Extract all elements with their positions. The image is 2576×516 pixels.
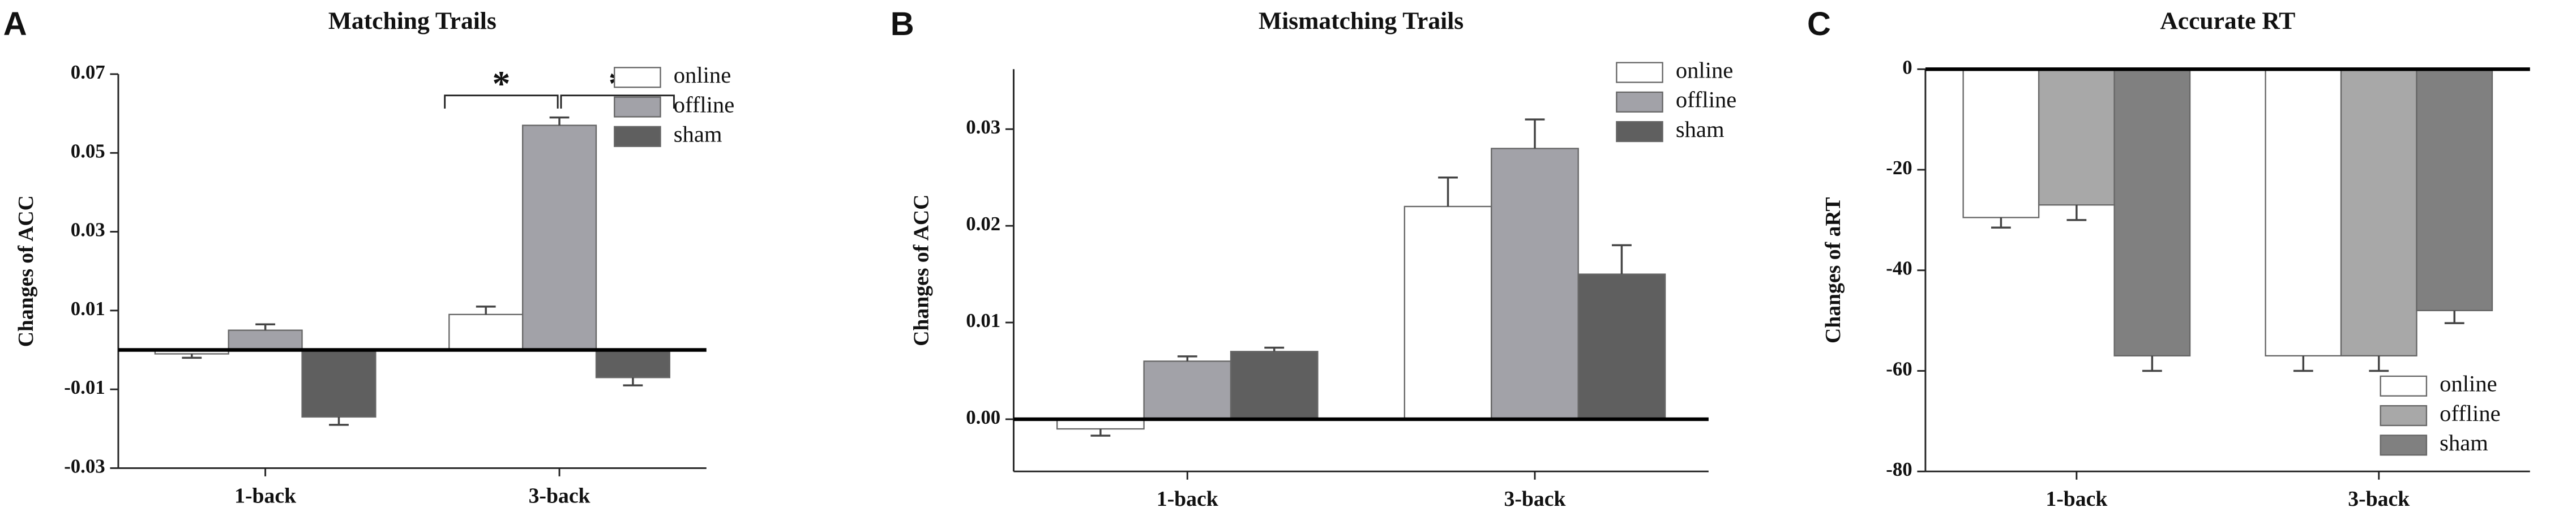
legend-label: online xyxy=(2440,371,2497,397)
bar xyxy=(301,349,376,418)
legend-swatch xyxy=(1616,91,1663,113)
panel-label: B xyxy=(891,6,914,42)
bar xyxy=(521,124,597,351)
bar xyxy=(1230,351,1319,420)
bar xyxy=(595,349,671,379)
legend-swatch xyxy=(2380,405,2428,427)
x-tick-label: 3-back xyxy=(1504,487,1566,511)
x-tick-label: 1-back xyxy=(2046,487,2107,511)
legend-swatch xyxy=(614,126,661,147)
y-tick-label: -20 xyxy=(1886,157,1912,179)
significance-bracket xyxy=(444,94,559,109)
bar xyxy=(228,329,303,351)
y-tick-label: 0.01 xyxy=(966,309,1000,332)
legend-label: online xyxy=(674,62,731,88)
legend-label: sham xyxy=(2440,430,2488,455)
y-tick-label: 0.03 xyxy=(966,116,1000,138)
legend-label: offline xyxy=(1676,87,1737,113)
legend-swatch xyxy=(1616,62,1663,83)
y-tick-label: -40 xyxy=(1886,257,1912,280)
bar xyxy=(1577,273,1666,420)
y-tick-label: -60 xyxy=(1886,358,1912,380)
chart-title: Mismatching Trails xyxy=(1259,7,1464,35)
legend-swatch xyxy=(1616,121,1663,143)
y-tick-label: 0 xyxy=(1902,56,1912,78)
bar xyxy=(1403,205,1492,420)
bar xyxy=(1143,360,1232,420)
bar xyxy=(2340,68,2417,356)
y-axis-label: Changes of aRT xyxy=(1821,197,1845,343)
bar xyxy=(2113,68,2191,356)
y-axis-label: Changes of ACC xyxy=(14,195,38,347)
bar xyxy=(1491,148,1579,420)
y-tick-label: 0.05 xyxy=(71,140,105,162)
x-tick-label: 3-back xyxy=(529,484,590,508)
panel-label: C xyxy=(1807,6,1831,42)
y-axis-label: Changes of ACC xyxy=(909,195,933,346)
panel-label: A xyxy=(3,6,27,42)
legend-swatch xyxy=(2380,435,2428,456)
bar xyxy=(2416,68,2493,312)
y-tick-label: 0.02 xyxy=(966,213,1000,235)
legend-swatch xyxy=(614,96,661,118)
y-tick-label: 0.01 xyxy=(71,298,105,320)
y-tick-label: -0.01 xyxy=(64,376,105,398)
significance-bracket xyxy=(560,94,675,109)
x-tick-label: 3-back xyxy=(2348,487,2410,511)
legend-label: offline xyxy=(674,92,735,117)
chart-title: Matching Trails xyxy=(328,7,497,35)
legend-label: sham xyxy=(674,122,722,147)
legend-swatch xyxy=(2380,375,2428,397)
legend-label: offline xyxy=(2440,401,2501,426)
y-tick-label: 0.00 xyxy=(966,406,1000,428)
y-tick-label: -0.03 xyxy=(64,455,105,477)
x-tick-label: 1-back xyxy=(1157,487,1218,511)
significance-star: * xyxy=(492,63,510,104)
legend-label: sham xyxy=(1676,117,1725,142)
y-tick-label: -80 xyxy=(1886,458,1912,480)
bar xyxy=(2265,68,2342,356)
chart-title: Accurate RT xyxy=(2160,7,2295,35)
bar xyxy=(2038,68,2115,206)
x-tick-label: 1-back xyxy=(234,484,296,508)
y-tick-label: 0.03 xyxy=(71,219,105,241)
legend-label: online xyxy=(1676,57,1734,83)
legend-swatch xyxy=(614,67,661,88)
bar xyxy=(1962,68,2040,218)
y-tick-label: 0.07 xyxy=(71,61,105,83)
bar xyxy=(448,313,524,351)
